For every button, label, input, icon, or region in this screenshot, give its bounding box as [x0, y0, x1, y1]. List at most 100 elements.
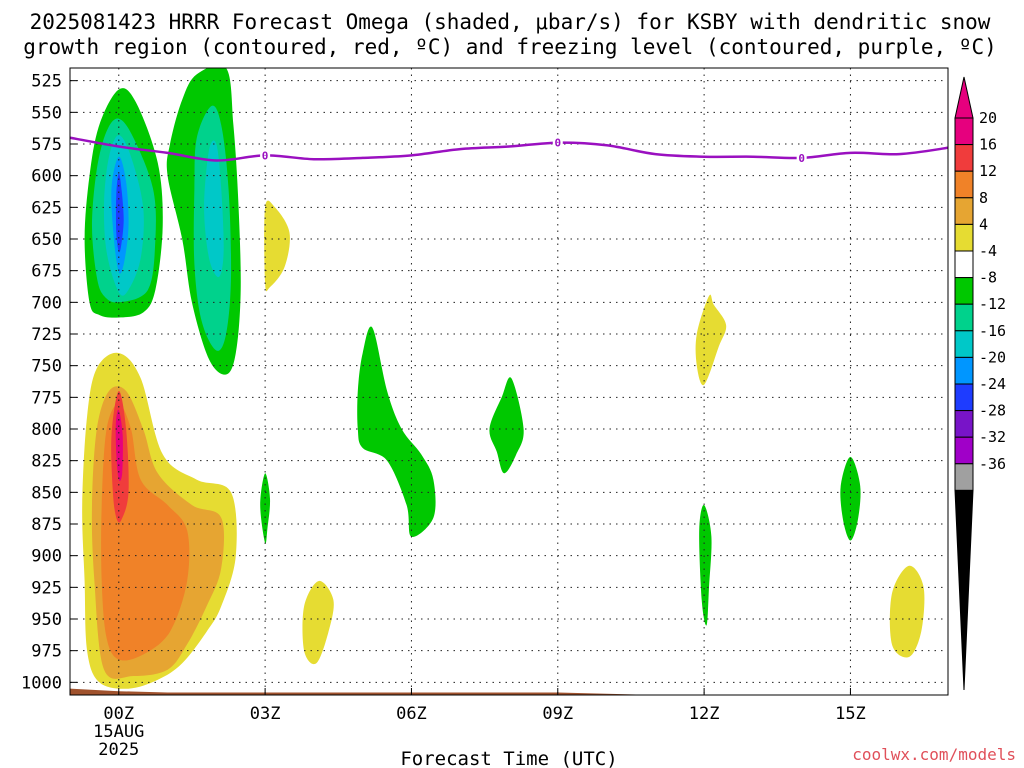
colorbar-label: -20 — [979, 348, 1006, 366]
x-tick-label: 06Z — [396, 704, 427, 724]
omega-contour-fill — [204, 140, 224, 278]
colorbar-swatch — [954, 170, 974, 199]
colorbar-swatch — [954, 303, 974, 332]
omega-contour-fill — [699, 504, 712, 626]
colorbar-label: -32 — [979, 428, 1006, 446]
colorbar-swatch — [954, 277, 974, 305]
omega-contour-fill — [302, 580, 334, 665]
colorbar-label: 16 — [979, 136, 997, 154]
upward-cyan-region-00z — [84, 88, 163, 318]
y-tick-label: 1000 — [21, 673, 62, 693]
colorbar-label: -8 — [979, 269, 997, 287]
colorbar-swatch — [954, 197, 974, 225]
sinking-core-00z — [82, 352, 237, 689]
y-tick-label: 825 — [31, 452, 62, 472]
contour-label-bg — [796, 150, 807, 165]
colorbar-label: 20 — [979, 109, 997, 127]
upward-cell-03z — [260, 473, 271, 544]
colorbar-swatch — [954, 117, 974, 146]
omega-contour-fill — [489, 377, 524, 474]
y-tick-label: 525 — [31, 72, 62, 92]
colorbar-under-triangle — [954, 489, 974, 691]
contour-label-bg — [552, 135, 563, 150]
omega-contour-fill — [695, 294, 727, 386]
colorbar-label: -36 — [979, 455, 1006, 473]
upward-cell-08z — [489, 377, 524, 474]
omega-contour-fill — [260, 473, 271, 544]
omega-contour-fill — [840, 456, 861, 541]
x-tick-date: 15AUG — [93, 722, 144, 742]
colorbar-label: -24 — [979, 375, 1006, 393]
colorbar-swatch — [954, 144, 974, 172]
y-tick-label: 550 — [31, 103, 62, 123]
terrain-layer — [70, 688, 948, 695]
colorbar-label: 12 — [979, 162, 997, 180]
colorbar-swatch — [954, 410, 974, 438]
y-axis: 525 550 575 600 625 650 675 700 725 750 775 800 825 8… — [21, 72, 77, 693]
x-tick-label: 00Z — [103, 704, 134, 724]
freezing-level-label: 0 — [262, 149, 269, 162]
omega-contour-fill — [116, 173, 124, 253]
sinking-cell-04z — [302, 580, 334, 665]
omega-contour-fill — [889, 565, 925, 658]
upward-cell-05z — [357, 326, 436, 537]
omega-contour-fill — [357, 326, 436, 537]
x-tick-year: 2025 — [98, 740, 139, 760]
x-tick-label: 12Z — [689, 704, 720, 724]
terrain-ground — [70, 688, 948, 695]
colorbar-label: -28 — [979, 402, 1006, 420]
upward-cell-12z — [699, 504, 712, 626]
x-tick-label: 03Z — [250, 704, 281, 724]
y-tick-label: 975 — [31, 642, 62, 662]
colorbar-swatch — [954, 436, 974, 465]
freezing-level-layer: 0 0 0 — [70, 135, 948, 165]
y-tick-label: 650 — [31, 230, 62, 250]
colorbar-swatch — [954, 330, 974, 358]
freezing-level-label: 0 — [798, 152, 805, 165]
colorbar-over-triangle — [954, 76, 974, 119]
colorbar-swatch — [954, 356, 974, 385]
colorbar-swatch — [954, 223, 974, 252]
contour-label-bg — [260, 148, 271, 163]
colorbar-swatch — [954, 463, 974, 491]
y-tick-label: 925 — [31, 578, 62, 598]
omega-contour-fill — [264, 200, 290, 292]
colorbar-label: -16 — [979, 322, 1006, 340]
upward-green-region-02z — [166, 68, 241, 375]
y-tick-label: 750 — [31, 357, 62, 377]
x-tick-label: 15Z — [835, 704, 866, 724]
upward-cell-15z — [840, 456, 861, 541]
y-tick-label: 900 — [31, 547, 62, 567]
omega-contour-fill — [115, 409, 123, 482]
x-axis-label: Forecast Time (UTC) — [400, 748, 617, 768]
y-tick-label: 600 — [31, 167, 62, 187]
colorbar-swatch — [954, 383, 974, 412]
sinking-cell-12z — [695, 294, 727, 386]
source-watermark: coolwx.com/models — [852, 745, 1016, 764]
y-tick-label: 625 — [31, 198, 62, 218]
y-tick-label: 800 — [31, 420, 62, 440]
sinking-cell-03z-upper — [264, 200, 290, 292]
sinking-cell-16z — [889, 565, 925, 658]
y-tick-label: 950 — [31, 610, 62, 630]
y-tick-label: 850 — [31, 483, 62, 503]
y-tick-label: 575 — [31, 135, 62, 155]
colorbar-label: 4 — [979, 215, 988, 233]
y-tick-label: 725 — [31, 325, 62, 345]
omega-colorbar: 20 16 12 8 4 -4 -8 -12 -16 -20 -24 -28 -32 -36 — [954, 76, 1006, 691]
grid-lines — [70, 68, 948, 695]
y-tick-label: 675 — [31, 262, 62, 282]
y-tick-label: 875 — [31, 515, 62, 535]
y-tick-label: 775 — [31, 388, 62, 408]
colorbar-label: 8 — [979, 189, 988, 207]
colorbar-label: -12 — [979, 295, 1006, 313]
chart-title-line1: 2025081423 HRRR Forecast Omega (shaded, … — [30, 10, 991, 34]
plot-frame — [69, 67, 949, 696]
colorbar-swatch — [954, 250, 974, 279]
colorbar-label: -4 — [979, 242, 997, 260]
omega-shading-layer — [82, 68, 925, 689]
y-tick-label: 700 — [31, 293, 62, 313]
x-tick-label: 09Z — [542, 704, 573, 724]
